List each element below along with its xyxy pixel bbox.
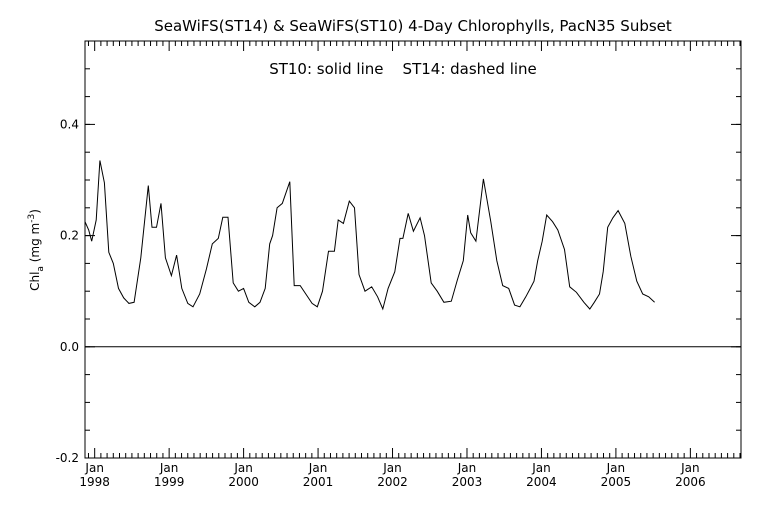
plot-frame [84, 40, 742, 459]
x-tick-month-label: Jan [606, 461, 626, 475]
y-label-subscript: a [36, 266, 46, 272]
y-axis-label: Chla (mg m-3) [27, 209, 46, 291]
series-group [84, 160, 655, 311]
x-tick-month-label: Jan [233, 461, 253, 475]
x-tick-month-label: Jan [159, 461, 179, 475]
y-label-unit-close: ) [28, 209, 42, 214]
y-tick-label: 0.4 [60, 117, 79, 131]
x-tick-month-label: Jan [308, 461, 328, 475]
x-tick-month-label: Jan [531, 461, 551, 475]
x-tick-year-label: 2004 [526, 475, 557, 489]
x-tick-year-label: 2002 [377, 475, 408, 489]
x-tick-year-label: 1999 [154, 475, 185, 489]
x-tick-month-label: Jan [382, 461, 402, 475]
chart-title: SeaWiFS(ST14) & SeaWiFS(ST10) 4-Day Chlo… [154, 17, 672, 35]
x-tick-month-label: Jan [84, 461, 104, 475]
x-axis: Jan1998Jan1999Jan2000Jan2001Jan2002Jan20… [79, 41, 741, 489]
y-label-main: Chl [28, 272, 42, 291]
x-tick-year-label: 2006 [675, 475, 706, 489]
x-tick-year-label: 2001 [303, 475, 334, 489]
x-tick-month-label: Jan [680, 461, 700, 475]
x-tick-year-label: 2000 [228, 475, 259, 489]
series-line-st10 [84, 160, 655, 311]
x-tick-year-label: 2005 [601, 475, 632, 489]
y-tick-label: 0.2 [60, 229, 79, 243]
x-tick-month-label: Jan [457, 461, 477, 475]
y-label-unit: (mg m [28, 223, 42, 266]
y-tick-label: 0.0 [60, 340, 79, 354]
x-tick-year-label: 1998 [79, 475, 110, 489]
y-axis: -0.2 0.0 0.2 0.4 [56, 40, 741, 465]
y-tick-label: -0.2 [56, 451, 79, 465]
y-label-unit-sup: -3 [27, 214, 37, 223]
legend-annotation: ST10: solid line ST14: dashed line [269, 60, 537, 78]
x-tick-year-label: 2003 [452, 475, 483, 489]
